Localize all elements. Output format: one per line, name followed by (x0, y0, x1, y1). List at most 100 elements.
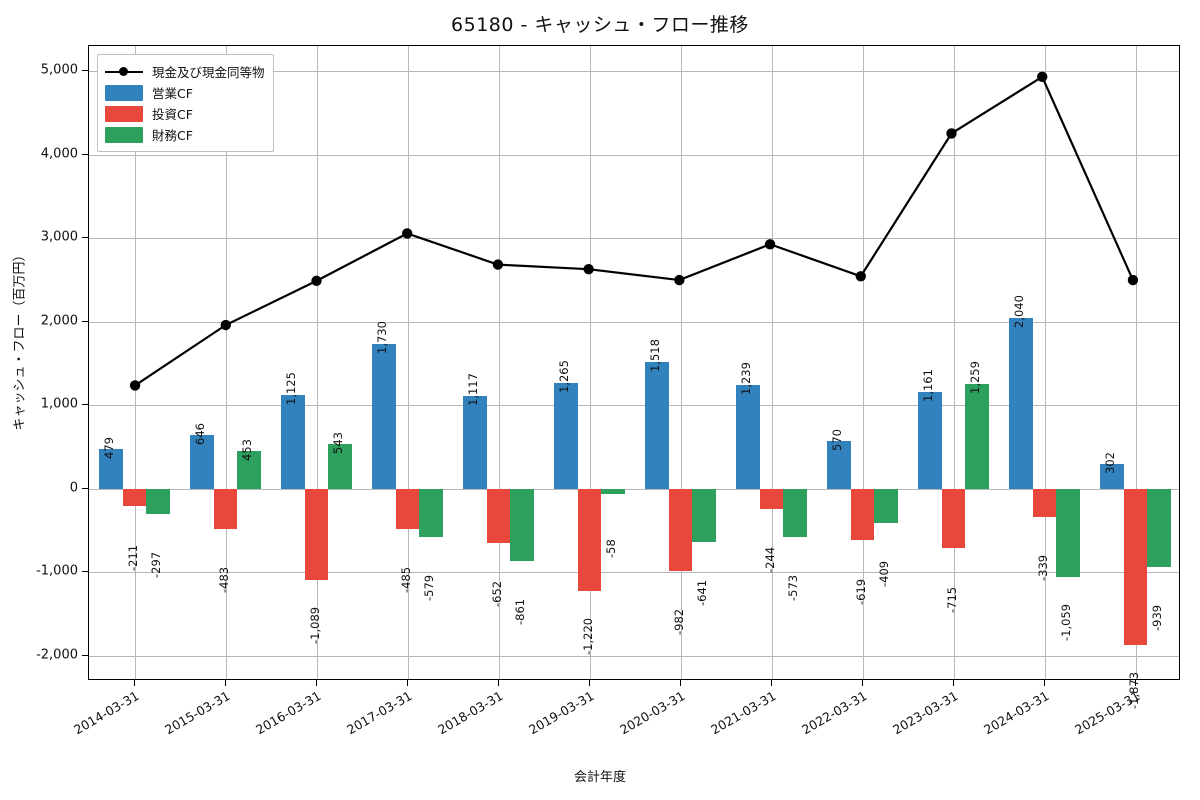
cash-line-marker (311, 275, 322, 287)
cash-line-marker (764, 239, 776, 250)
y-axis-label: キャッシュ・フロー（百万円） (12, 248, 28, 431)
legend-item[interactable]: 財務CF (105, 124, 265, 145)
legend-label: 財務CF (152, 128, 193, 143)
bar-fin (237, 451, 261, 489)
x-tick-label: 2018-03-31 (434, 688, 505, 738)
bar-inv (486, 488, 511, 544)
bar-fin (146, 488, 170, 514)
legend-swatch-icon (105, 105, 143, 122)
legend-label: 営業CF (152, 86, 193, 101)
bar-op (463, 395, 487, 489)
bar-op (1100, 463, 1124, 489)
y-tick-label: 1,000 (40, 396, 78, 412)
x-tick-label: 2020-03-31 (616, 688, 687, 738)
x-tick-mark (1043, 680, 1045, 686)
x-tick-label: 2025-03-31 (1071, 688, 1142, 738)
bar-inv (395, 488, 420, 530)
y-tick-mark (82, 571, 88, 573)
x-tick-label: 2016-03-31 (252, 688, 323, 738)
gridline (862, 46, 864, 679)
bar-op (736, 385, 760, 489)
y-tick-mark (82, 404, 88, 406)
bar-op (1009, 318, 1033, 489)
cash-line-series (129, 71, 1139, 391)
gridline (1135, 46, 1137, 679)
bar-inv (304, 488, 329, 580)
bar-op (372, 344, 396, 489)
gridline (680, 46, 682, 679)
legend-item[interactable]: 営業CF (105, 82, 265, 103)
chart-legend[interactable]: 現金及び現金同等物 営業CF 投資CF 財務CF (97, 54, 274, 152)
x-tick-label: 2022-03-31 (798, 688, 869, 738)
bar-fin (965, 383, 989, 489)
bar-fin (692, 488, 716, 543)
legend-label: 現金及び現金同等物 (152, 65, 265, 80)
x-tick-mark (315, 680, 317, 686)
x-tick-mark (224, 680, 226, 686)
x-tick-mark (133, 680, 135, 686)
bar-inv (1032, 488, 1057, 518)
x-tick-mark (770, 680, 772, 686)
gridline (953, 46, 955, 679)
chart-title: 65180 - キャッシュ・フロー推移 (451, 14, 749, 36)
y-tick-mark (82, 237, 88, 239)
cash-line-marker (220, 319, 231, 331)
x-tick-label: 2014-03-31 (70, 688, 141, 738)
y-tick-label: 5,000 (40, 62, 78, 78)
legend-item[interactable]: 投資CF (105, 103, 265, 124)
y-tick-label: -1,000 (36, 563, 78, 579)
bar-inv (941, 488, 966, 549)
bar-inv (122, 488, 147, 507)
x-tick-label: 2019-03-31 (525, 688, 596, 738)
cash-line-marker (402, 228, 413, 239)
gridline (89, 488, 1179, 490)
bar-fin (1056, 488, 1080, 578)
bar-op (99, 448, 123, 489)
y-tick-mark (82, 487, 88, 489)
x-tick-label: 2024-03-31 (980, 688, 1051, 738)
x-tick-mark (861, 680, 863, 686)
x-tick-mark (588, 680, 590, 686)
y-tick-label: 2,000 (40, 313, 78, 329)
y-tick-mark (82, 320, 88, 322)
bar-inv (759, 488, 784, 510)
gridline (407, 46, 409, 679)
bar-inv (850, 488, 875, 541)
cash-line-marker (855, 271, 866, 282)
y-tick-label: 0 (69, 480, 78, 496)
legend-item[interactable]: 現金及び現金同等物 (105, 61, 265, 82)
bar-inv (1123, 488, 1148, 646)
gridline (498, 46, 500, 679)
bar-op (281, 394, 305, 489)
bar-op (190, 434, 214, 489)
cash-line-marker (946, 128, 957, 139)
bar-fin (510, 488, 534, 561)
x-tick-label: 2021-03-31 (707, 688, 778, 738)
bar-fin (874, 488, 898, 523)
gridline (89, 71, 1179, 73)
x-tick-mark (1134, 680, 1136, 686)
bar-op (827, 441, 851, 489)
y-tick-mark (82, 654, 88, 657)
bar-fin (783, 488, 807, 537)
x-tick-mark (497, 680, 499, 686)
cash-line-path (134, 75, 1134, 387)
plot-area: 479 646 1,125 1,730 1,117 1,265 1,518 1,239 570 1… (88, 45, 1180, 709)
y-tick-mark (82, 153, 88, 155)
legend-swatch-icon (105, 126, 143, 143)
cash-line-marker (1127, 274, 1139, 286)
gridline (134, 46, 136, 679)
legend-line-icon (105, 64, 143, 80)
cash-line-marker (129, 380, 141, 391)
gridline (89, 321, 1179, 323)
gridline (225, 46, 227, 679)
y-tick-label: 4,000 (40, 146, 78, 162)
gridline (1044, 46, 1046, 679)
x-tick-label: 2023-03-31 (889, 688, 960, 738)
bar-inv (577, 488, 602, 591)
gridline (316, 46, 318, 679)
gridline (89, 405, 1179, 407)
bar-fin (1147, 488, 1171, 568)
bar-inv (213, 488, 238, 530)
x-axis-label: 会計年度 (573, 770, 626, 785)
